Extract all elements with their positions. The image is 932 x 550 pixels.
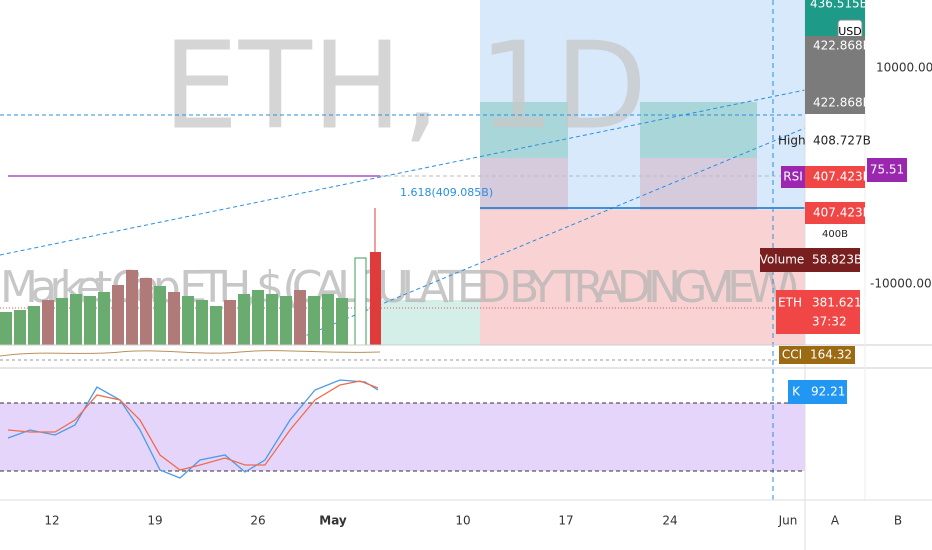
k-value: 92.21: [811, 385, 845, 399]
cci-value: 164.32: [810, 348, 852, 362]
stoch-band: [0, 403, 805, 471]
entry-box: [640, 158, 757, 210]
volume-bar: [168, 292, 180, 345]
tag-label: High: [778, 134, 806, 148]
tag-box: [788, 380, 805, 404]
volume-bar: [14, 310, 26, 345]
price-label: 381.621B: [812, 296, 870, 310]
tag-label: CCI: [782, 348, 802, 362]
volume-bar: [140, 278, 152, 345]
price-tag: [805, 290, 860, 334]
volume-bar: [28, 306, 40, 345]
volume-bar: [280, 296, 292, 345]
price-label: 58.823B: [812, 253, 862, 267]
volume-bar: [84, 296, 96, 345]
x-tick-label: 10: [455, 514, 470, 528]
tag-label: RSI: [783, 170, 803, 184]
x-tick-label: 19: [147, 514, 162, 528]
volume-bar: [196, 300, 208, 345]
price-tag: [805, 248, 860, 272]
volume-bar: [98, 292, 110, 345]
volume-bar: [238, 294, 250, 345]
tag-label: Volume: [760, 253, 805, 267]
price-label: 407.423B: [813, 206, 871, 220]
volume-bar: [294, 290, 306, 345]
tag-box: [781, 166, 805, 188]
trend-line: [0, 89, 806, 256]
volume-bar: [126, 270, 138, 345]
price-tag: [805, 36, 865, 92]
scale-label: -10000.00: [870, 277, 932, 291]
volume-bar: [322, 294, 334, 345]
target-box: [640, 102, 757, 158]
x-tick-label: 17: [558, 514, 573, 528]
scale-label: 10000.00: [876, 61, 932, 75]
price-tag: [805, 92, 865, 114]
fib-label: 1.618(409.085B): [400, 186, 493, 199]
price-tag: [805, 346, 855, 364]
x-tick-label: 26: [250, 514, 265, 528]
tag-box: [779, 346, 805, 364]
watermark-symbol: ETH, 1D: [163, 18, 647, 157]
loss-zone: [480, 210, 805, 345]
candle: [354, 257, 367, 346]
currency-label[interactable]: USD: [838, 25, 862, 38]
volume-bar: [266, 294, 278, 345]
volume-bar: [154, 286, 166, 345]
price-label: 400B: [822, 229, 848, 240]
x-tick-label: 12: [44, 514, 59, 528]
tag-label: ETH: [778, 296, 802, 310]
x-tick-label: Jun: [778, 514, 798, 528]
volume-bar: [42, 300, 54, 345]
price-label: 436.515B: [810, 0, 868, 11]
volume-bar: [224, 300, 236, 345]
trend-line: [299, 127, 806, 339]
price-tag: [805, 380, 847, 404]
price-tag: [805, 166, 865, 188]
volume-bar: [70, 294, 82, 345]
countdown: 37:32: [812, 315, 847, 329]
scale-button[interactable]: B: [894, 514, 902, 528]
tag-box: [760, 248, 805, 272]
stoch-k: [7, 379, 379, 479]
volume-bar: [0, 312, 12, 345]
volume-bar: [112, 285, 124, 345]
volume-bar: [252, 290, 264, 345]
volume-bars: [0, 208, 381, 346]
entry-box: [480, 158, 568, 210]
volume-bar: [336, 298, 348, 345]
volume-bar: [56, 298, 68, 345]
volume-bar: [308, 296, 320, 345]
stoch-d: [7, 380, 379, 471]
price-label: 408.727B: [813, 134, 871, 148]
tag-label: K: [792, 385, 801, 399]
x-tick-label: 24: [662, 514, 677, 528]
x-tick-label: May: [319, 514, 347, 528]
scale-button[interactable]: A: [831, 514, 840, 528]
price-label: 422.868B: [813, 39, 871, 53]
rsi-tag: [867, 158, 907, 182]
tag-box: [776, 290, 805, 334]
volume-bar: [182, 296, 194, 345]
price-label: 407.423B: [813, 170, 871, 184]
price-label: 422.868B: [813, 96, 871, 110]
rsi-value: 75.51: [870, 163, 904, 177]
cci-line: [0, 350, 381, 357]
volume-bar: [210, 306, 222, 345]
candle: [370, 252, 381, 345]
target-box: [480, 102, 568, 158]
price-tag: [805, 202, 865, 224]
